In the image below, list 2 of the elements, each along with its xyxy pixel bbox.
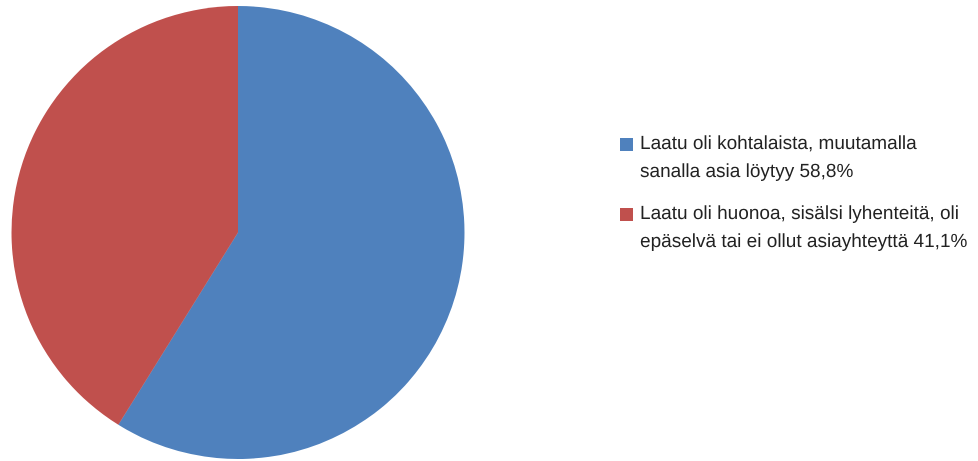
legend-label: Laatu oli huonoa, sisälsi lyhenteitä, oli epäselvä tai ei ollut asiayhteyttä 41,1% <box>640 202 968 254</box>
legend-label: Laatu oli kohtalaista, muutamalla sanalla asia löytyy 58,8% <box>640 132 918 184</box>
